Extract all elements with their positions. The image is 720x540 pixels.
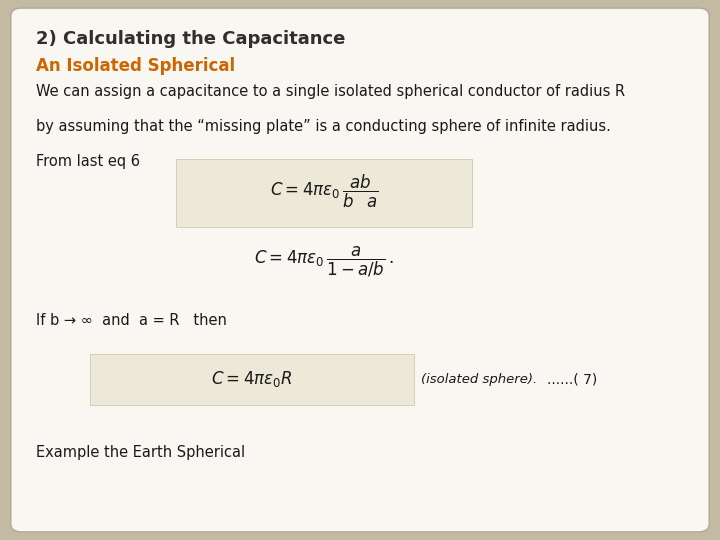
Text: $C = 4\pi\varepsilon_0\,\dfrac{ab}{b \;\;\; a}$: $C = 4\pi\varepsilon_0\,\dfrac{ab}{b \;\…	[270, 173, 378, 210]
Text: $C = 4\pi\varepsilon_0\,\dfrac{a}{1 - a/b}\,.$: $C = 4\pi\varepsilon_0\,\dfrac{a}{1 - a/…	[254, 245, 394, 279]
Text: (isolated sphere).: (isolated sphere).	[421, 373, 537, 386]
Text: by assuming that the “missing plate” is a conducting sphere of infinite radius.: by assuming that the “missing plate” is …	[36, 119, 611, 134]
Text: ......( 7): ......( 7)	[547, 372, 598, 386]
Text: From last eq 6: From last eq 6	[36, 154, 140, 169]
Text: Example the Earth Spherical: Example the Earth Spherical	[36, 446, 245, 461]
Text: An Isolated Spherical: An Isolated Spherical	[36, 57, 235, 75]
FancyBboxPatch shape	[11, 8, 709, 532]
FancyBboxPatch shape	[90, 354, 414, 405]
Text: $C = 4\pi\varepsilon_0 R$: $C = 4\pi\varepsilon_0 R$	[211, 369, 293, 389]
Text: We can assign a capacitance to a single isolated spherical conductor of radius R: We can assign a capacitance to a single …	[36, 84, 625, 99]
Text: If b → ∞  and  a = R   then: If b → ∞ and a = R then	[36, 313, 227, 328]
FancyBboxPatch shape	[176, 159, 472, 227]
Text: 2) Calculating the Capacitance: 2) Calculating the Capacitance	[36, 30, 346, 48]
